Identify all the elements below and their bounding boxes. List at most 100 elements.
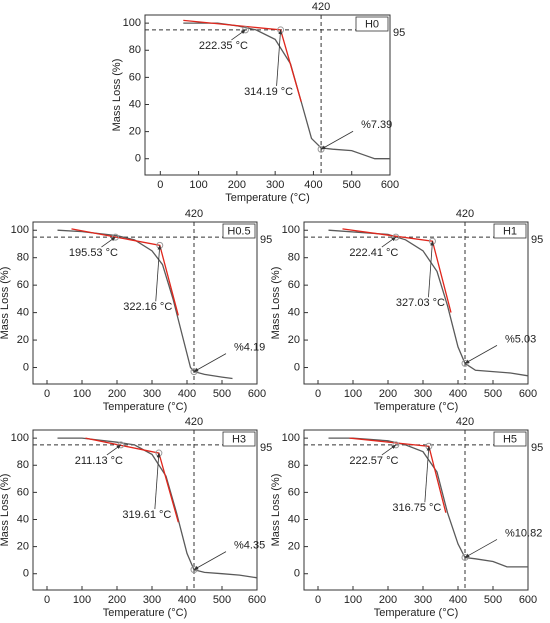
annotation-arrow: [106, 444, 122, 456]
plot-frame: [32, 221, 258, 385]
annotation-label: %4.19: [234, 342, 265, 354]
annotation-arrow: [464, 539, 498, 558]
reference-label-y: 95: [531, 442, 543, 454]
x-tick-label: 100: [344, 594, 362, 606]
y-tick-label: 40: [288, 513, 300, 525]
y-tick-label: 0: [294, 568, 300, 580]
sample-label: H1: [503, 225, 517, 237]
annotation-arrow: [428, 240, 435, 298]
annotation-label: %7.39: [361, 119, 392, 131]
annotation-arrow: [320, 130, 354, 150]
x-tick-label: 200: [379, 594, 397, 606]
x-tick-label: 500: [484, 388, 502, 400]
line-series: [57, 229, 233, 380]
annotation-arrow: [381, 444, 397, 456]
annotation-label: 222.35 °C: [199, 40, 248, 52]
reference-label-x: 420: [185, 208, 203, 220]
sample-label-box: [493, 431, 527, 447]
sample-label: H0.5: [227, 225, 250, 237]
x-tick-label: 500: [213, 594, 231, 606]
annotation-arrow: [101, 236, 116, 248]
y-tick-label: 20: [129, 126, 141, 138]
y-tick-label: 40: [17, 513, 29, 525]
x-tick-label: 200: [379, 388, 397, 400]
y-tick-label: 80: [17, 459, 29, 471]
reference-label-x: 420: [185, 416, 203, 428]
annotation-label: 322.16 °C: [123, 301, 172, 313]
sample-label-box: [355, 16, 389, 32]
line-series: [57, 437, 258, 579]
annotation-label: 316.75 °C: [392, 502, 441, 514]
x-tick-label: 300: [266, 179, 284, 191]
x-tick-label: 300: [143, 594, 161, 606]
sample-label-box: [493, 223, 527, 239]
y-tick-label: 20: [288, 541, 300, 553]
annotation-arrow: [193, 353, 227, 372]
x-axis-label: Temperature (°C): [225, 192, 309, 204]
x-tick-label: 300: [143, 388, 161, 400]
y-axis-label: Mass Loss (%): [270, 267, 282, 340]
sample-label-box: [222, 431, 256, 447]
plot-frame: [303, 429, 529, 591]
x-tick-label: 300: [414, 594, 432, 606]
annotation-label: 327.03 °C: [396, 297, 445, 309]
y-tick-label: 60: [288, 486, 300, 498]
sample-label: H3: [232, 433, 246, 445]
y-tick-label: 100: [123, 17, 141, 29]
y-tick-label: 60: [129, 71, 141, 83]
y-tick-label: 100: [282, 224, 300, 236]
panel: 0 100 200 300 400 500 600 0 20 40 60 80 100 Temperatu…: [270, 208, 543, 413]
annotation-label: 222.41 °C: [349, 247, 398, 259]
x-tick-label: 400: [449, 594, 467, 606]
line-series: [328, 229, 529, 377]
annotation-arrow: [154, 452, 161, 510]
y-axis-label: Mass Loss (%): [270, 474, 282, 547]
x-tick-label: 400: [178, 594, 196, 606]
y-axis-label: Mass Loss (%): [0, 267, 11, 340]
x-tick-label: 100: [189, 179, 207, 191]
reference-label-x: 420: [456, 208, 474, 220]
panel: 0 100 200 300 400 500 600 0 20 40 60 80 100 Temperatu…: [0, 416, 272, 619]
x-tick-label: 0: [315, 594, 321, 606]
y-tick-label: 80: [288, 252, 300, 264]
y-tick-label: 0: [294, 361, 300, 373]
annotation-label: %5.03: [505, 333, 536, 345]
annotation-arrow: [155, 244, 162, 302]
annotation-label: 319.61 °C: [122, 509, 171, 521]
sample-label: H0: [365, 18, 379, 30]
x-tick-label: 500: [343, 179, 361, 191]
annotation-arrow: [193, 551, 227, 571]
x-axis-label: Temperature (°C): [374, 607, 458, 619]
reference-label-y: 95: [260, 442, 272, 454]
y-tick-label: 40: [129, 98, 141, 110]
annotation-label: 195.53 °C: [69, 247, 118, 259]
annotation-label: 211.13 °C: [75, 455, 123, 467]
x-tick-label: 200: [108, 594, 126, 606]
x-tick-label: 400: [178, 388, 196, 400]
y-tick-label: 100: [11, 224, 29, 236]
y-tick-label: 80: [288, 459, 300, 471]
annotation-label: 222.57 °C: [349, 455, 398, 467]
annotation-label: 314.19 °C: [244, 86, 293, 98]
annotation-arrow: [381, 236, 397, 248]
x-tick-label: 0: [315, 388, 321, 400]
y-tick-label: 60: [17, 486, 29, 498]
x-axis-label: Temperature (°C): [103, 607, 187, 619]
reference-label-y: 95: [393, 27, 405, 39]
plot-frame: [32, 429, 258, 591]
x-tick-label: 0: [157, 179, 163, 191]
x-axis-label: Temperature (°C): [103, 401, 187, 413]
x-tick-label: 600: [381, 179, 399, 191]
x-tick-label: 0: [44, 594, 50, 606]
reference-label-x: 420: [312, 1, 330, 13]
y-tick-label: 20: [17, 334, 29, 346]
y-tick-label: 80: [17, 252, 29, 264]
panel: 0 100 200 300 400 500 600 0 20 40 60 80 100 Temperatu…: [111, 1, 405, 204]
y-tick-label: 0: [23, 361, 29, 373]
y-tick-label: 40: [288, 307, 300, 319]
annotation-arrow: [276, 29, 283, 86]
x-tick-label: 0: [44, 388, 50, 400]
x-tick-label: 400: [449, 388, 467, 400]
y-tick-label: 60: [17, 279, 29, 291]
